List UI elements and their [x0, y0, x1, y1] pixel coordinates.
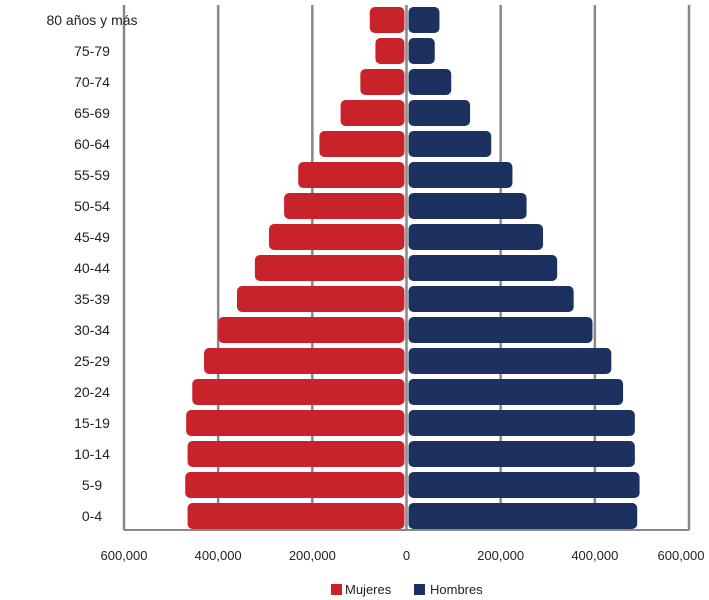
- bar-mujeres: [192, 379, 405, 405]
- bar-mujeres: [237, 286, 405, 312]
- category-label: 20-24: [74, 384, 110, 400]
- bar-mujeres: [185, 472, 405, 498]
- bar-mujeres: [204, 348, 405, 374]
- bar-hombres: [408, 503, 638, 529]
- bar-hombres: [408, 100, 471, 126]
- bar-mujeres: [254, 255, 405, 281]
- bar-hombres: [408, 286, 574, 312]
- bar-mujeres: [369, 7, 405, 33]
- bar-hombres: [408, 131, 492, 157]
- bar-hombres: [408, 472, 640, 498]
- category-label: 25-29: [74, 353, 110, 369]
- bar-mujeres: [298, 162, 405, 188]
- bar-hombres: [408, 224, 544, 250]
- bar-mujeres: [218, 317, 405, 343]
- category-label: 55-59: [74, 167, 110, 183]
- category-label: 75-79: [74, 43, 110, 59]
- category-label: 60-64: [74, 136, 110, 152]
- x-tick-label: 600,000: [101, 548, 148, 563]
- category-label: 30-34: [74, 322, 110, 338]
- bar-hombres: [408, 193, 527, 219]
- category-label: 45-49: [74, 229, 110, 245]
- x-tick-label: 400,000: [571, 548, 618, 563]
- bars: [185, 7, 640, 529]
- category-label: 70-74: [74, 74, 110, 90]
- bar-mujeres: [375, 38, 405, 64]
- bar-hombres: [408, 69, 452, 95]
- legend-swatch-mujeres: [331, 584, 342, 595]
- legend-swatch-hombres: [414, 584, 425, 595]
- x-tick-label: 200,000: [477, 548, 524, 563]
- bar-mujeres: [186, 410, 405, 436]
- x-tick-label: 200,000: [289, 548, 336, 563]
- x-tick-label: 600,000: [658, 548, 705, 563]
- bar-hombres: [408, 317, 593, 343]
- x-tick-labels: 600,000 400,000 200,000 0 200,000 400,000 600,…: [101, 548, 705, 563]
- category-label: 80 años y más: [46, 12, 137, 28]
- category-label: 5-9: [82, 477, 102, 493]
- legend-label-mujeres: Mujeres: [345, 582, 392, 597]
- bar-hombres: [408, 379, 624, 405]
- category-label: 65-69: [74, 105, 110, 121]
- bar-mujeres: [360, 69, 405, 95]
- bar-hombres: [408, 162, 513, 188]
- category-label: 50-54: [74, 198, 110, 214]
- bar-mujeres: [269, 224, 405, 250]
- bar-hombres: [408, 441, 635, 467]
- x-tick-label: 400,000: [195, 548, 242, 563]
- category-label: 40-44: [74, 260, 110, 276]
- bar-mujeres: [319, 131, 405, 157]
- bar-hombres: [408, 410, 635, 436]
- category-label: 10-14: [74, 446, 110, 462]
- bar-hombres: [408, 38, 435, 64]
- bar-mujeres: [284, 193, 405, 219]
- category-label: 35-39: [74, 291, 110, 307]
- bar-hombres: [408, 348, 612, 374]
- category-labels: 0-4 5-9 10-14 15-19 20-24 25-29 30-34 35-39 40-4…: [46, 12, 137, 524]
- bar-hombres: [408, 255, 558, 281]
- bar-mujeres: [187, 441, 405, 467]
- legend: Mujeres Hombres: [331, 582, 483, 597]
- bar-mujeres: [340, 100, 405, 126]
- category-label: 15-19: [74, 415, 110, 431]
- x-tick-label: 0: [403, 548, 410, 563]
- bar-hombres: [408, 7, 440, 33]
- axes: [124, 5, 689, 531]
- legend-label-hombres: Hombres: [430, 582, 483, 597]
- bar-mujeres: [187, 503, 405, 529]
- category-label: 0-4: [82, 508, 102, 524]
